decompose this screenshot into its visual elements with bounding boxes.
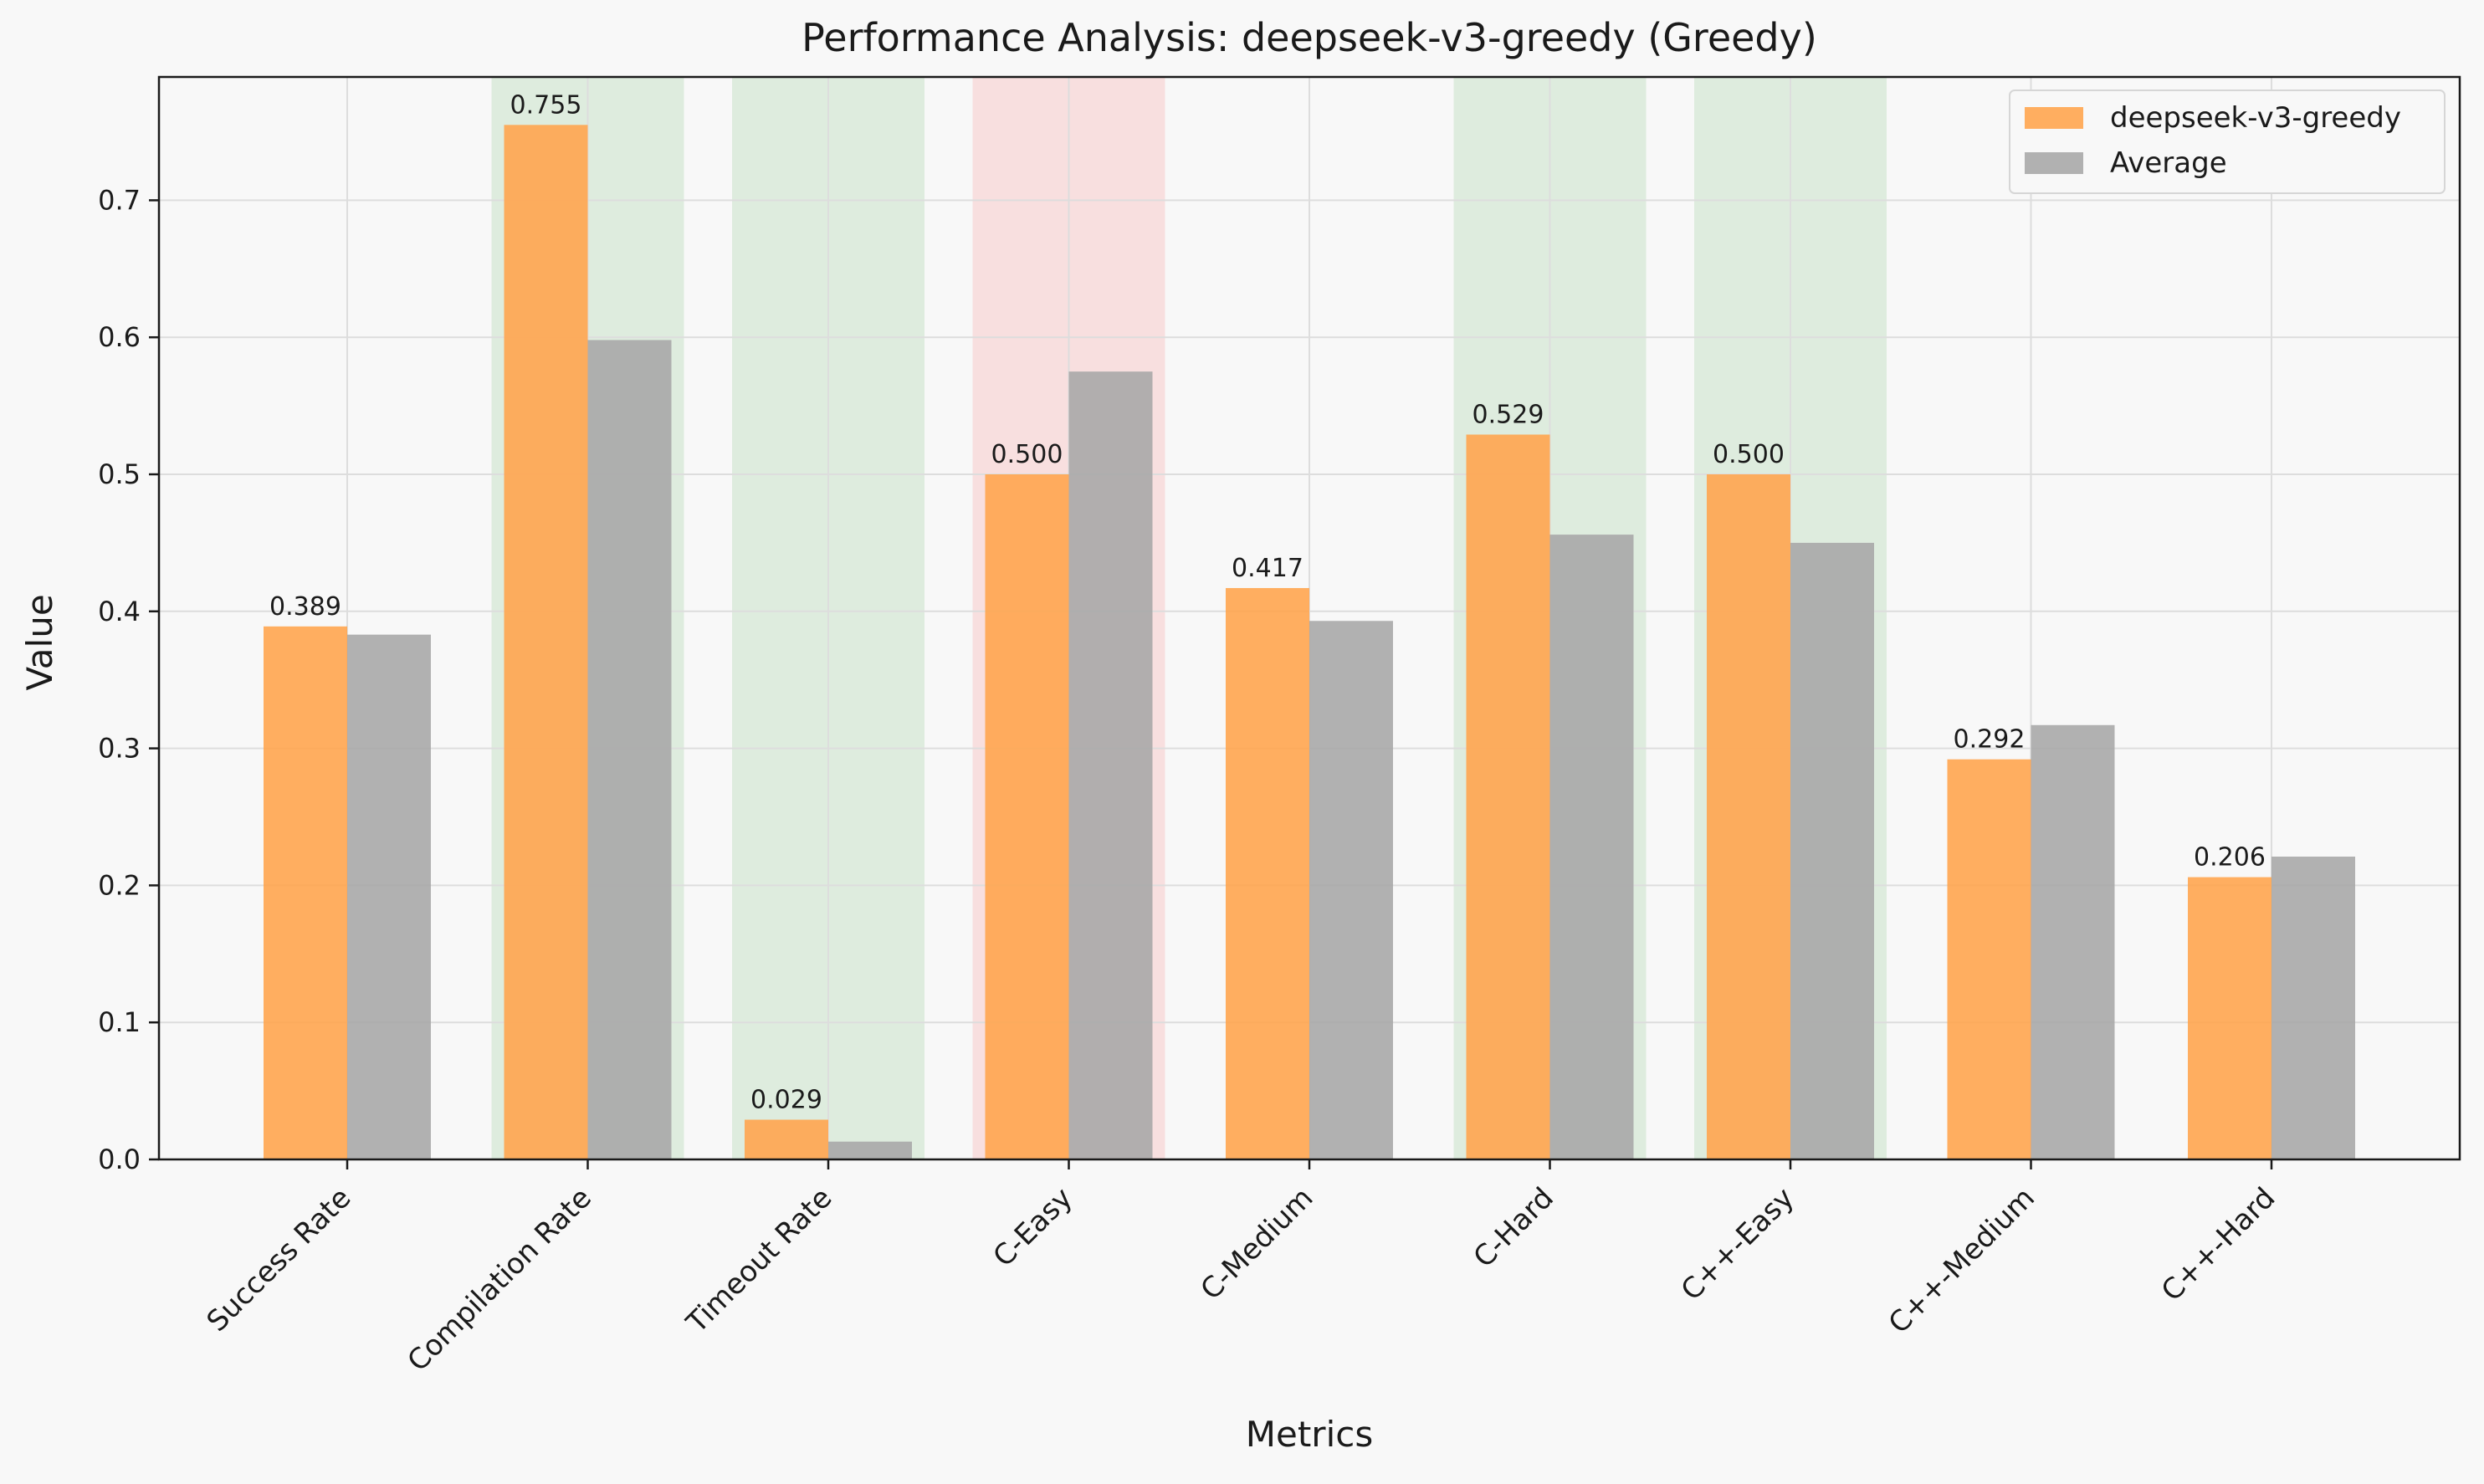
legend-label-series-2: Average <box>2110 146 2227 180</box>
bar-average <box>2271 857 2355 1159</box>
bar-model <box>2188 877 2271 1159</box>
y-tick-label: 0.2 <box>98 869 141 901</box>
data-label: 0.389 <box>269 592 341 622</box>
data-label: 0.206 <box>2194 843 2266 872</box>
bar-average <box>587 340 672 1159</box>
data-label: 0.500 <box>1713 440 1785 469</box>
bar-model <box>745 1119 828 1159</box>
bar-model <box>985 474 1069 1159</box>
bar-model <box>1947 759 2031 1159</box>
y-axis-label: Value <box>19 594 60 690</box>
x-axis-label: Metrics <box>1246 1414 1373 1455</box>
bar-model <box>504 125 588 1160</box>
data-label: 0.292 <box>1954 725 2026 755</box>
legend-swatch-series-1 <box>2025 107 2083 129</box>
y-tick-labels: 0.0 0.1 0.2 0.3 0.4 0.5 0.6 0.7 <box>98 184 159 1175</box>
y-tick-label: 0.5 <box>98 458 141 490</box>
bar-average <box>2031 724 2115 1159</box>
data-label: 0.500 <box>991 440 1063 469</box>
bar-model <box>1466 434 1550 1159</box>
data-label: 0.755 <box>510 90 582 120</box>
data-label: 0.417 <box>1232 554 1303 583</box>
bar-model <box>1707 474 1790 1159</box>
y-tick-label: 0.6 <box>98 321 141 353</box>
bar-average <box>1549 535 1634 1159</box>
legend: deepseek-v3-greedy Average <box>2009 90 2446 194</box>
legend-swatch-series-2 <box>2025 152 2083 174</box>
y-tick-label: 0.7 <box>98 184 141 216</box>
bar-model <box>264 626 347 1159</box>
data-label: 0.029 <box>750 1085 822 1114</box>
y-tick-label: 0.4 <box>98 596 141 627</box>
legend-box <box>2009 90 2446 194</box>
bar-average <box>828 1141 912 1159</box>
chart-title: Performance Analysis: deepseek-v3-greedy… <box>802 15 1817 60</box>
bar-average <box>1309 621 1393 1159</box>
y-tick-label: 0.3 <box>98 733 141 765</box>
bar-model <box>1226 587 1309 1159</box>
bar-average <box>1068 371 1153 1159</box>
data-label: 0.529 <box>1472 401 1544 430</box>
y-tick-label: 0.1 <box>98 1006 141 1038</box>
bar-average <box>347 634 431 1159</box>
legend-label-series-1: deepseek-v3-greedy <box>2110 101 2401 135</box>
data-labels: 0.389 0.755 0.029 0.500 0.417 0.529 0.500 0.292… <box>269 90 2266 1114</box>
y-tick-label: 0.0 <box>98 1144 141 1175</box>
bar-average <box>1790 542 1874 1159</box>
bars <box>264 125 2355 1160</box>
